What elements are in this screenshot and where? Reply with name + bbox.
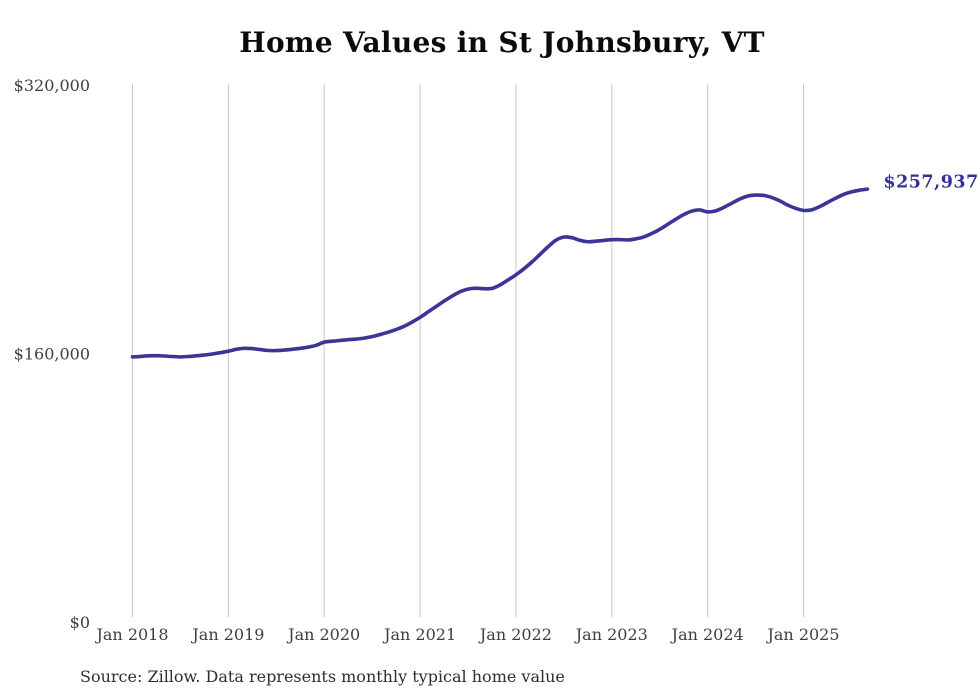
x-axis-label: Jan 2018 [94,625,168,644]
x-axis-label: Jan 2022 [478,625,552,644]
chart-title: Home Values in St Johnsbury, VT [239,26,765,59]
y-axis-label: $320,000 [14,76,90,95]
y-axis-label: $0 [70,613,90,632]
source-note: Source: Zillow. Data represents monthly … [80,667,565,686]
x-axis-label: Jan 2020 [286,625,360,644]
x-axis-label: Jan 2024 [670,625,744,644]
current-value-label: $257,937 [883,172,978,192]
x-axis-label: Jan 2021 [382,625,456,644]
x-axis-label: Jan 2023 [574,625,648,644]
x-axis-label: Jan 2019 [190,625,264,644]
x-axis-label: Jan 2025 [765,625,839,644]
y-axis-label: $160,000 [14,344,90,363]
home-value-series-line [130,187,870,359]
